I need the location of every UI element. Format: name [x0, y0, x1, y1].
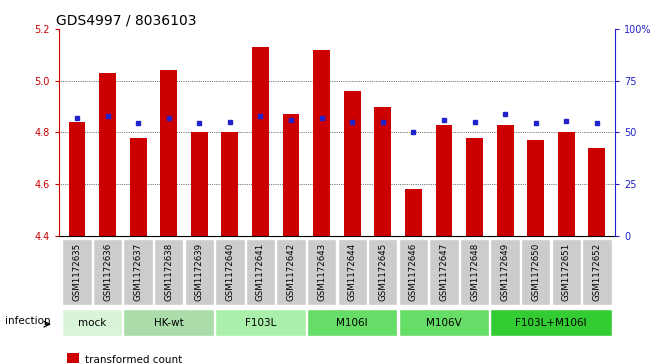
Text: mock: mock — [78, 318, 106, 328]
Text: GSM1172636: GSM1172636 — [103, 243, 112, 301]
FancyBboxPatch shape — [215, 239, 245, 305]
FancyBboxPatch shape — [490, 239, 519, 305]
Bar — [558, 132, 575, 236]
Text: GSM1172639: GSM1172639 — [195, 243, 204, 301]
Text: infection: infection — [5, 316, 50, 326]
Text: GSM1172650: GSM1172650 — [531, 243, 540, 301]
Bar — [191, 132, 208, 236]
FancyBboxPatch shape — [398, 309, 489, 336]
Bar — [466, 138, 483, 236]
FancyBboxPatch shape — [124, 309, 214, 336]
Bar — [221, 132, 238, 236]
Bar — [68, 122, 85, 236]
Bar — [344, 91, 361, 236]
FancyBboxPatch shape — [246, 239, 275, 305]
Bar — [252, 47, 269, 236]
FancyBboxPatch shape — [398, 239, 428, 305]
Text: GSM1172638: GSM1172638 — [164, 243, 173, 301]
Text: GSM1172642: GSM1172642 — [286, 243, 296, 301]
FancyBboxPatch shape — [582, 239, 611, 305]
Bar — [99, 73, 116, 236]
FancyBboxPatch shape — [429, 239, 458, 305]
Bar — [527, 140, 544, 236]
Text: transformed count: transformed count — [85, 355, 182, 363]
Bar — [436, 125, 452, 236]
Text: GSM1172646: GSM1172646 — [409, 243, 418, 301]
FancyBboxPatch shape — [154, 239, 184, 305]
Text: GSM1172648: GSM1172648 — [470, 243, 479, 301]
Text: GSM1172651: GSM1172651 — [562, 243, 571, 301]
Text: GDS4997 / 8036103: GDS4997 / 8036103 — [56, 14, 197, 28]
FancyBboxPatch shape — [307, 239, 337, 305]
Bar — [405, 189, 422, 236]
FancyBboxPatch shape — [124, 239, 153, 305]
FancyBboxPatch shape — [460, 239, 489, 305]
Text: M106I: M106I — [337, 318, 368, 328]
Text: GSM1172637: GSM1172637 — [133, 243, 143, 301]
FancyBboxPatch shape — [62, 309, 122, 336]
Bar — [67, 353, 79, 363]
FancyBboxPatch shape — [551, 239, 581, 305]
FancyBboxPatch shape — [185, 239, 214, 305]
Bar — [130, 138, 146, 236]
FancyBboxPatch shape — [490, 309, 611, 336]
FancyBboxPatch shape — [337, 239, 367, 305]
Text: GSM1172641: GSM1172641 — [256, 243, 265, 301]
Text: F103L: F103L — [245, 318, 276, 328]
Text: GSM1172649: GSM1172649 — [501, 243, 510, 301]
Text: GSM1172643: GSM1172643 — [317, 243, 326, 301]
Bar — [313, 50, 330, 236]
FancyBboxPatch shape — [215, 309, 306, 336]
Text: M106V: M106V — [426, 318, 462, 328]
Text: GSM1172644: GSM1172644 — [348, 243, 357, 301]
Bar — [497, 125, 514, 236]
Bar — [160, 70, 177, 236]
Text: GSM1172640: GSM1172640 — [225, 243, 234, 301]
FancyBboxPatch shape — [521, 239, 550, 305]
Text: GSM1172635: GSM1172635 — [72, 243, 81, 301]
Text: F103L+M106I: F103L+M106I — [515, 318, 587, 328]
Text: GSM1172652: GSM1172652 — [592, 243, 602, 301]
Bar — [374, 107, 391, 236]
Bar — [589, 148, 605, 236]
Text: GSM1172647: GSM1172647 — [439, 243, 449, 301]
Bar — [283, 114, 299, 236]
Text: HK-wt: HK-wt — [154, 318, 184, 328]
FancyBboxPatch shape — [93, 239, 122, 305]
Text: GSM1172645: GSM1172645 — [378, 243, 387, 301]
FancyBboxPatch shape — [368, 239, 398, 305]
FancyBboxPatch shape — [307, 309, 398, 336]
FancyBboxPatch shape — [276, 239, 306, 305]
FancyBboxPatch shape — [62, 239, 92, 305]
